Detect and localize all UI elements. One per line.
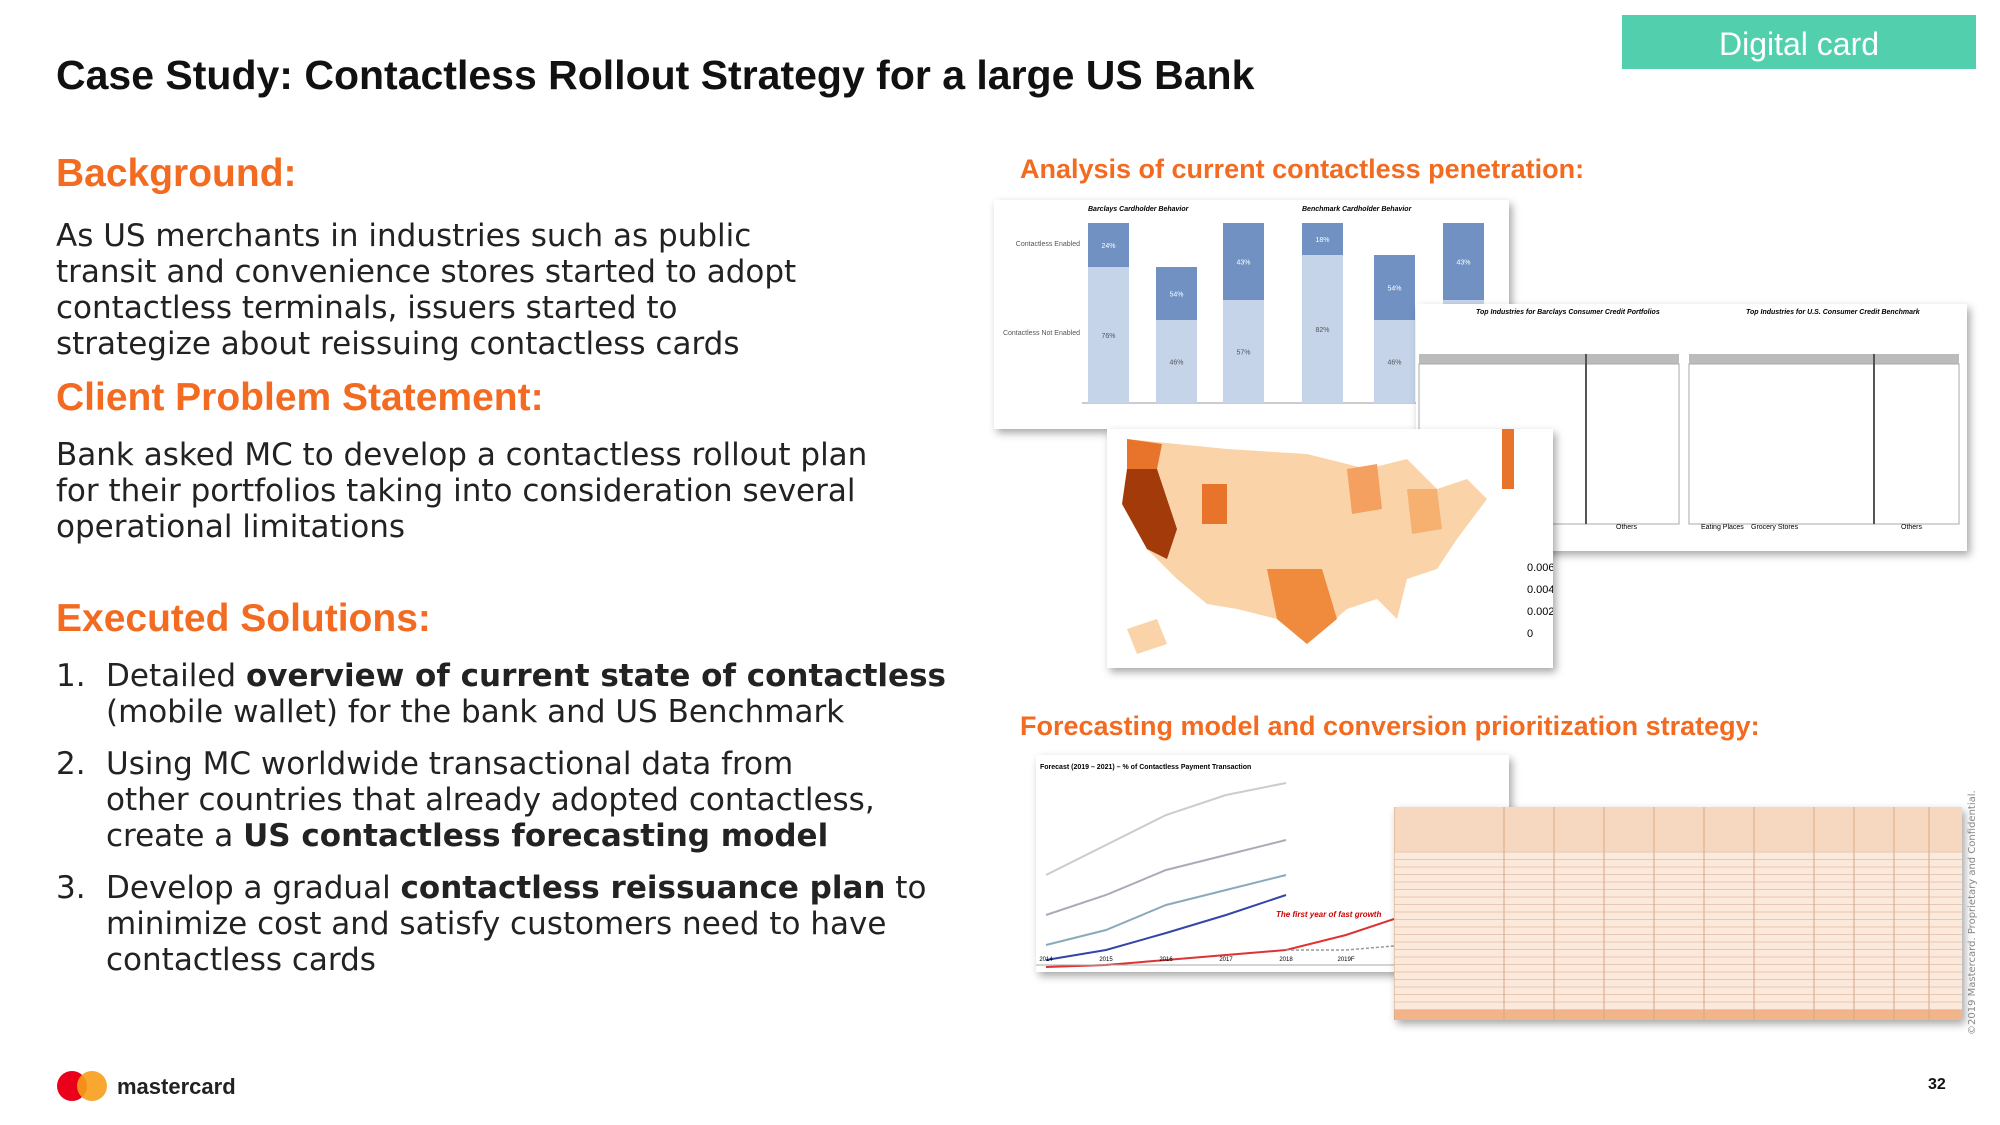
text-line: contactless cards <box>106 942 946 978</box>
bold-text: US contactless forecasting model <box>243 818 829 854</box>
heading: Executed Solutions: <box>56 597 431 640</box>
axis-label: 2015 <box>1099 957 1113 963</box>
text: other countries that already adopted con… <box>106 782 875 818</box>
axis-label: 2016 <box>1159 957 1173 963</box>
panel-heading: Analysis of current contactless penetrat… <box>1020 154 1585 184</box>
legend-label: 0.002 <box>1527 606 1553 618</box>
bar-segment <box>1088 267 1129 403</box>
text: create a <box>106 818 244 854</box>
bold-text: contactless reissuance plan <box>400 870 886 906</box>
bar-label: 24% <box>1101 243 1115 250</box>
list-item: 3. Develop a gradual contactless reissuan… <box>56 870 946 978</box>
bar-segment <box>1302 255 1343 403</box>
bar-segment <box>1223 223 1264 300</box>
text-line: other countries that already adopted con… <box>106 782 946 818</box>
bar-segment <box>1223 300 1264 403</box>
text-line: (mobile wallet) for the bank and US Benc… <box>106 694 946 730</box>
text: Using MC worldwide transactional data fr… <box>106 746 794 782</box>
list-item: 1. Detailed overview of current state of … <box>56 658 946 730</box>
bold-text: overview of current state of contactless <box>245 658 946 694</box>
map-image: 0.006 0.004 0.002 0 <box>1107 429 1553 668</box>
bar-segment <box>1374 255 1415 320</box>
bar-label: 54% <box>1387 286 1401 293</box>
text-line: create a US contactless forecasting mode… <box>106 818 946 854</box>
bar-segment <box>1374 320 1415 403</box>
row-label: Contactless Enabled <box>1016 241 1080 248</box>
list-number: 3. <box>56 870 86 906</box>
bar-label: 76% <box>1101 333 1115 340</box>
list: 1. Detailed overview of current state of … <box>56 658 946 994</box>
axis-label: 2017 <box>1219 957 1233 963</box>
axis-label: Grocery Stores <box>1751 524 1799 531</box>
legend-label: 0.006 <box>1527 562 1553 574</box>
bar-label: 43% <box>1456 260 1470 267</box>
bar-label: 18% <box>1315 237 1329 244</box>
text-line: Detailed overview of current state of co… <box>106 658 946 694</box>
legend-label: 0 <box>1527 628 1533 640</box>
bar-segment <box>1156 320 1197 403</box>
legend-label: 0.004 <box>1527 584 1553 596</box>
text-line: Bank asked MC to develop a contactless r… <box>56 437 868 473</box>
image-title: Benchmark Cardholder Behavior <box>1302 206 1413 213</box>
paragraph: Bank asked MC to develop a contactless r… <box>56 437 867 545</box>
bar-label: 57% <box>1236 350 1250 357</box>
list-number: 1. <box>56 658 86 694</box>
bar-label: 43% <box>1236 260 1250 267</box>
text: (mobile wallet) for the bank and US Benc… <box>106 694 845 730</box>
text-line: Develop a gradual contactless reissuance… <box>106 870 946 906</box>
text: Detailed <box>106 658 246 694</box>
axis-label: Others <box>1616 524 1638 531</box>
text-line: contactless terminals, issuers started t… <box>56 290 678 326</box>
text-line: for their portfolios taking into conside… <box>56 473 856 509</box>
axis-label: Eating Places <box>1701 524 1744 531</box>
image-title: Top Industries for U.S. Consumer Credit … <box>1746 309 1921 316</box>
axis-label: 2019F <box>1337 957 1354 963</box>
brand: mastercard <box>117 1074 236 1099</box>
bar-segment <box>1443 223 1484 300</box>
text: to <box>885 870 927 906</box>
bar-segment <box>1156 267 1197 320</box>
text-line: minimize cost and satisfy customers need… <box>106 906 946 942</box>
axis-label: Others <box>1901 524 1923 531</box>
logo <box>57 1071 107 1101</box>
heading: Background: <box>56 152 297 195</box>
annotation: The first year of fast growth <box>1276 910 1381 919</box>
text-line: strategize about reissuing contactless c… <box>56 326 740 362</box>
text-line: Using MC worldwide transactional data fr… <box>106 746 946 782</box>
copyright: ©2019 Mastercard. Proprietary and Confid… <box>1967 790 1978 1035</box>
bar-segment <box>1302 223 1343 255</box>
image-title: Barclays Cardholder Behavior <box>1088 206 1190 213</box>
text-line: As US merchants in industries such as pu… <box>56 218 752 254</box>
bar-label: 46% <box>1387 360 1401 367</box>
image-title: Forecast (2019 – 2021) – % of Contactles… <box>1040 764 1251 771</box>
text-line: operational limitations <box>56 509 406 545</box>
axis-label: 2014 <box>1039 957 1053 963</box>
panel-heading: Forecasting model and conversion priorit… <box>1020 711 1760 741</box>
table-image <box>1394 807 1962 1020</box>
bar-label: 54% <box>1169 292 1183 299</box>
paragraph: As US merchants in industries such as pu… <box>56 218 796 362</box>
bar-segment <box>1088 223 1129 267</box>
bar-label: 82% <box>1315 327 1329 334</box>
title: Case Study: Contactless Rollout Strategy… <box>56 52 1255 98</box>
list-item: 2. Using MC worldwide transactional data … <box>56 746 946 854</box>
text: minimize cost and satisfy customers need… <box>106 906 887 942</box>
page-number: 32 <box>1928 1076 1946 1093</box>
text-line: transit and convenience stores started t… <box>56 254 797 290</box>
bar-label: 46% <box>1169 360 1183 367</box>
row-label: Contactless Not Enabled <box>1003 330 1080 337</box>
axis-label: 2018 <box>1279 957 1293 963</box>
text: contactless cards <box>106 942 376 978</box>
heading: Client Problem Statement: <box>56 376 544 419</box>
badge: Digital card <box>1622 15 1976 69</box>
image-title: Top Industries for Barclays Consumer Cre… <box>1476 309 1660 316</box>
text: Develop a gradual <box>106 870 401 906</box>
list-number: 2. <box>56 746 86 782</box>
